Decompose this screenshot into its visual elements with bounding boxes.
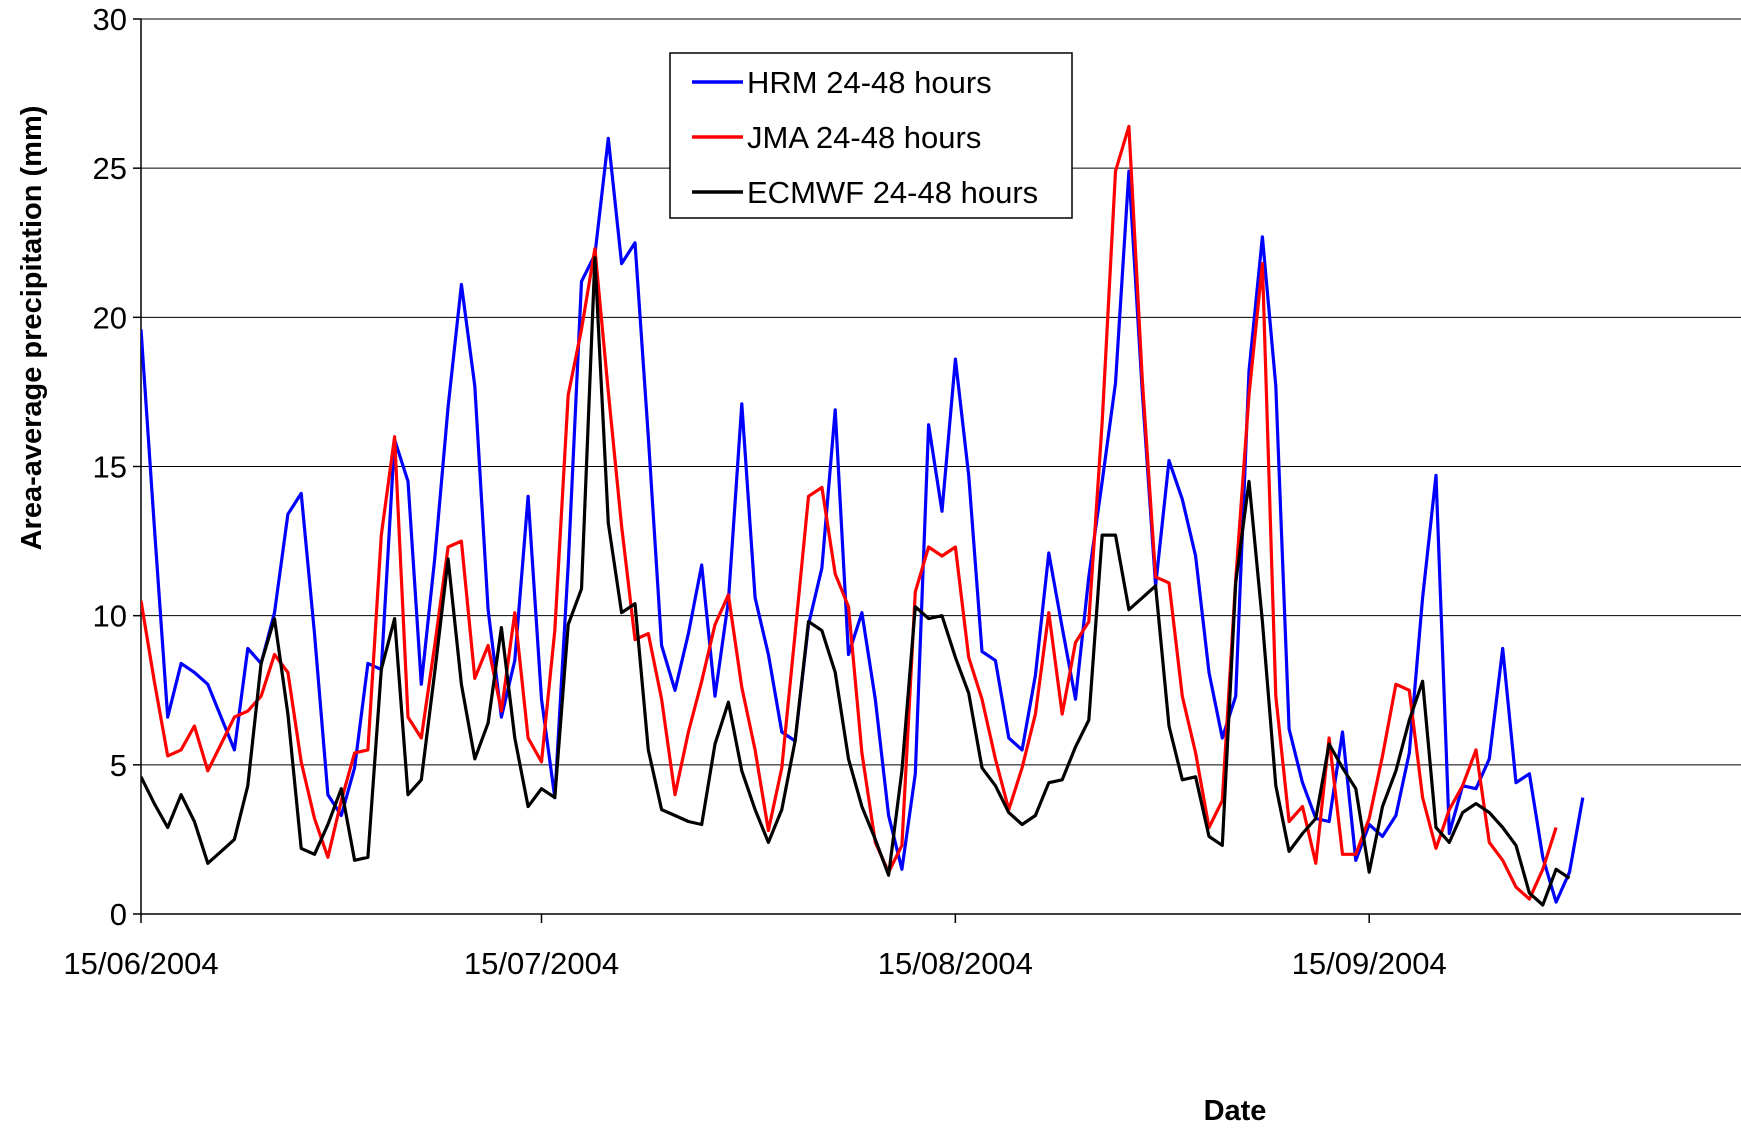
legend-label: ECMWF 24-48 hours xyxy=(747,175,1038,210)
y-tick-label: 5 xyxy=(110,748,127,783)
x-tick-label: 15/08/2004 xyxy=(878,946,1033,981)
y-tick-label: 0 xyxy=(110,897,127,932)
x-tick-label: 15/07/2004 xyxy=(464,946,619,981)
series-layer xyxy=(141,124,1585,907)
x-axis: 15/06/2004 15/07/2004 15/08/2004 15/09/2004 xyxy=(63,914,1447,981)
legend-label: JMA 24-48 hours xyxy=(747,120,981,155)
y-tick-label: 30 xyxy=(93,2,127,37)
y-tick-label: 10 xyxy=(93,599,127,634)
y-tick-label: 15 xyxy=(93,450,127,485)
y-tick-label: 25 xyxy=(93,151,127,186)
x-tick-label: 15/09/2004 xyxy=(1292,946,1447,981)
series-line-3 xyxy=(141,256,1571,907)
y-axis-title: Area-average precipitation (mm) xyxy=(16,106,48,551)
legend-label: HRM 24-48 hours xyxy=(747,65,992,100)
series-line-1 xyxy=(141,136,1585,904)
y-axis: 0 5 10 15 20 25 30 xyxy=(93,2,141,932)
legend: HRM 24-48 hours JMA 24-48 hours ECMWF 24-4… xyxy=(669,52,1073,219)
x-tick-label: 15/06/2004 xyxy=(63,946,218,981)
y-tick-label: 20 xyxy=(93,300,127,335)
x-axis-title: Date xyxy=(1204,1095,1267,1127)
series-line-2 xyxy=(141,124,1558,901)
